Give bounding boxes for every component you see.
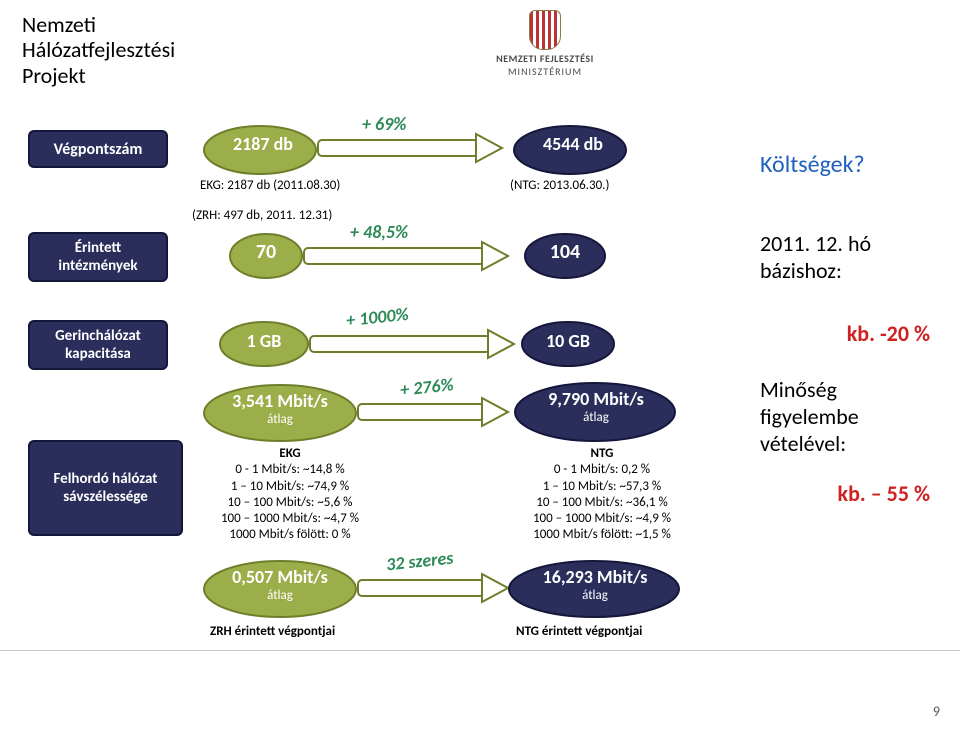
backbone-arrow [308,328,518,358]
ekg-l4: 1000 Mbit/s fölött: 0 % [229,527,350,542]
access-arrow [356,396,512,426]
institutions-change: + 48,5% [350,221,408,243]
extra-caption: NTG érintett végpontjai [516,624,642,639]
ministry-line2: MINISZTÉRIUM [445,65,645,78]
zrh-avg-text: 0,507 Mbit/s átlag [214,566,346,603]
ntg-avg-sub: átlag [526,410,666,425]
base-text: 2011. 12. hó bázishoz: [760,230,940,284]
ekg-avg-text: 3,541 Mbit/s átlag [214,390,346,427]
ekg-l3: 100 – 1000 Mbit/s: ~4,7 % [221,511,359,526]
label-endpoints: Végpontszám [28,130,168,168]
zrh-avg-sub: átlag [214,588,346,603]
institutions-zrh-note: (ZRH: 497 db, 2011. 12.31) [192,208,332,223]
crest-icon [529,10,561,50]
zrh-arrow [356,572,512,602]
zrh-avg-value: 0,507 Mbit/s [214,566,346,588]
ntg-stats: NTG 0 - 1 Mbit/s: 0,2 % 1 – 10 Mbit/s: ~… [502,446,702,544]
endpoints-arrow [316,132,506,162]
page-divider [0,650,960,716]
ekg-avg-sub: átlag [214,412,346,427]
ekg-l2: 10 – 100 Mbit/s: ~5,6 % [228,495,353,510]
label-institutions: Érintett intézmények [28,232,168,282]
ekg-avg-value: 3,541 Mbit/s [214,390,346,412]
endpoints-left-value: 2187 db [218,133,308,155]
extra-avg-sub: átlag [520,588,670,603]
extra-avg-text: 16,293 Mbit/s átlag [520,566,670,603]
label-endpoints-text: Végpontszám [54,140,143,159]
kb-minus: kb. -20 % [760,320,930,347]
label-access-text: Felhordó hálózat sávszélessége [54,470,158,506]
zrh-caption: ZRH érintett végpontjai [210,624,335,639]
ntg-l0: 0 - 1 Mbit/s: 0,2 % [554,462,650,477]
page-number: 9 [933,703,940,720]
institutions-right-value: 104 [543,240,587,264]
title-l3: Projekt [22,62,86,89]
label-access: Felhordó hálózat sávszélessége [28,440,183,536]
ntg-title: NTG [591,446,614,461]
backbone-change: + 1000% [345,303,410,331]
ntg-l3: 100 – 1000 Mbit/s: ~4,9 % [533,511,671,526]
backbone-left-value: 1 GB [236,330,292,352]
ministry-line1: NEMZETI FEJLESZTÉSI [445,52,645,65]
ntg-l2: 10 – 100 Mbit/s: ~36,1 % [536,495,668,510]
ekg-l0: 0 - 1 Mbit/s: ~14,8 % [235,462,344,477]
endpoints-left-note: EKG: 2187 db (2011.08.30) [200,178,340,193]
endpoints-right-value: 4544 db [528,133,618,155]
costs-q: Költségek? [760,150,865,179]
label-backbone: Gerinchálózat kapacitása [28,320,168,370]
ntg-avg-text: 9,790 Mbit/s átlag [526,388,666,425]
backbone-right-value: 10 GB [540,330,596,352]
title-l1: Nemzeti [22,11,96,38]
ntg-avg-value: 9,790 Mbit/s [526,388,666,410]
kb-plus: kb. – 55 % [760,480,930,507]
institutions-left-value: 70 [246,240,286,264]
label-institutions-text: Érintett intézmények [58,239,137,275]
ministry-logo: NEMZETI FEJLESZTÉSI MINISZTÉRIUM [445,10,645,78]
ekg-title: EKG [279,446,300,461]
endpoints-right-note: (NTG: 2013.06.30.) [510,178,609,193]
title-l2: Hálózatfejlesztési [22,36,175,63]
endpoints-change: + 69% [362,113,406,135]
ntg-l4: 1000 Mbit/s fölött: ~1,5 % [533,527,671,542]
extra-avg-value: 16,293 Mbit/s [520,566,670,588]
quality-text: Minőség figyelembe vételével: [760,376,859,457]
project-title: Nemzeti Hálózatfejlesztési Projekt [22,12,175,88]
label-backbone-text: Gerinchálózat kapacitása [55,327,141,363]
ekg-stats: EKG 0 - 1 Mbit/s: ~14,8 % 1 – 10 Mbit/s:… [200,446,380,544]
ekg-l1: 1 – 10 Mbit/s: ~74,9 % [231,479,349,494]
ntg-l1: 1 – 10 Mbit/s: ~57,3 % [543,479,661,494]
institutions-arrow [302,240,512,270]
